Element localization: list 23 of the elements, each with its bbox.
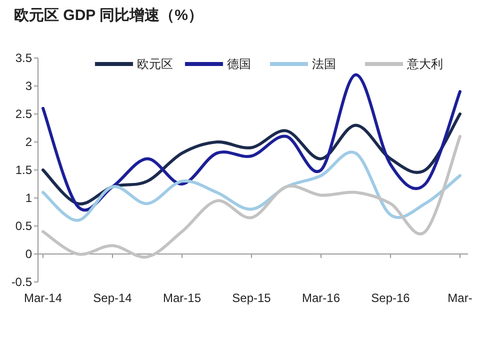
legend-label: 意大利 [406, 57, 443, 71]
y-tick-label: 3 [25, 79, 32, 93]
x-tick-label: Mar-16 [302, 291, 340, 305]
x-tick-label: Sep-16 [371, 291, 410, 305]
y-tick-label: 0 [25, 247, 32, 261]
legend-label: 法国 [312, 57, 336, 71]
chart-title: 欧元区 GDP 同比增速（%） [14, 7, 203, 24]
x-tick-label: Mar-14 [24, 291, 62, 305]
legend-label: 欧元区 [137, 57, 173, 71]
x-tick-label: Sep-14 [93, 291, 132, 305]
y-tick-label: -0.5 [11, 275, 32, 289]
y-tick-label: 3.5 [15, 51, 32, 65]
y-tick-label: 2 [25, 135, 32, 149]
y-tick-label: 1 [25, 191, 32, 205]
line-series [42, 150, 462, 222]
x-tick-label: Mar- [448, 291, 472, 305]
y-tick-label: 1.5 [15, 163, 32, 177]
x-tick-label: Mar-15 [162, 291, 202, 305]
x-tick-label: Sep-15 [232, 291, 272, 305]
line-series [42, 134, 462, 258]
y-tick-label: 0.5 [15, 219, 32, 233]
y-tick-label: 2.5 [15, 107, 32, 121]
legend-label: 德国 [227, 57, 251, 71]
